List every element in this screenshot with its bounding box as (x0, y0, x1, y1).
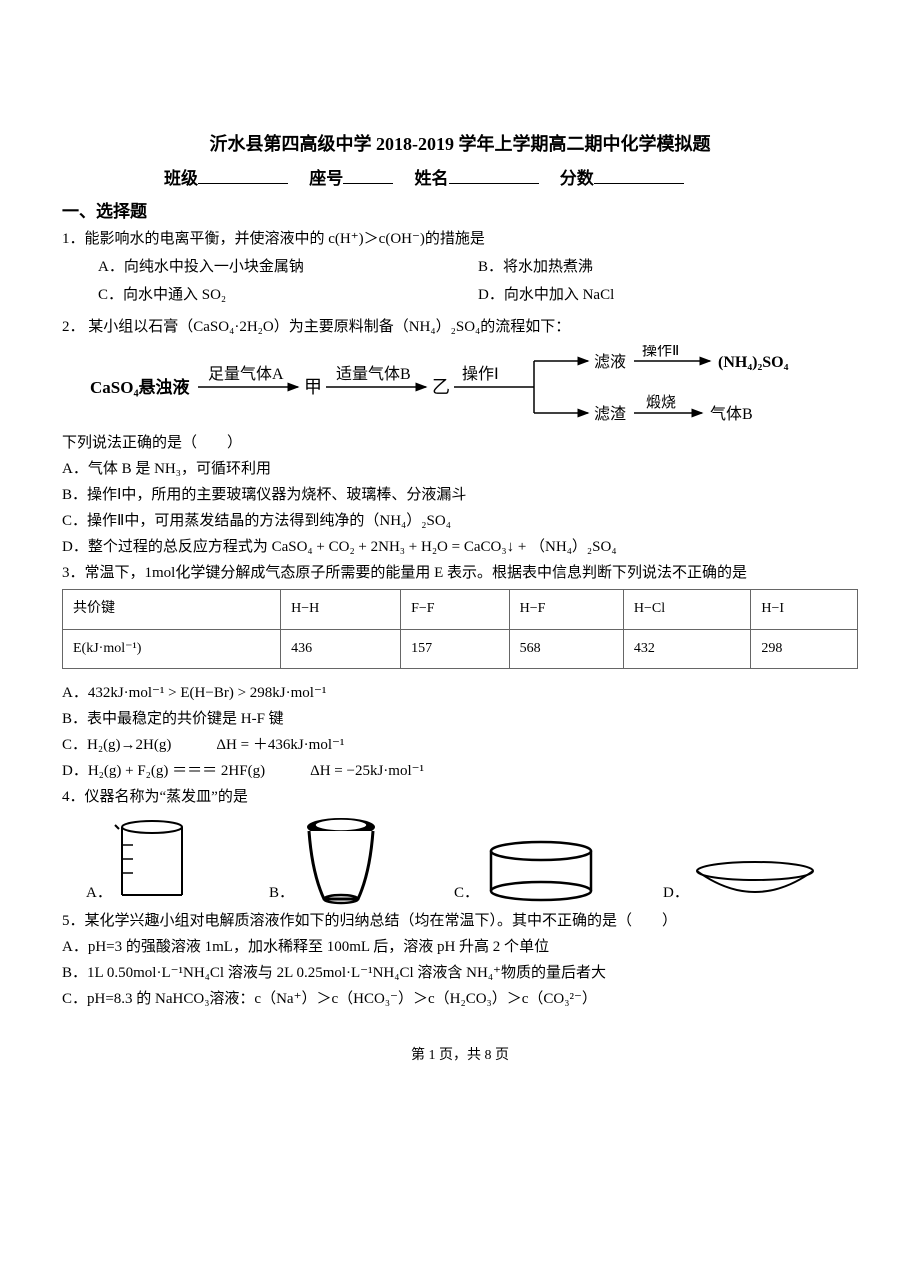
q1-opt-a: A．向纯水中投入一小块金属钠 (98, 253, 478, 281)
q4-num: 4． (62, 789, 85, 805)
page-footer: 第 1 页，共 8 页 (62, 1045, 858, 1067)
q5-opt-b: B．1L 0.50mol·L⁻¹NH₄Cl 溶液与 2L 0.25mol·L⁻¹… (62, 961, 858, 985)
q2-opt-c: C．操作Ⅱ中，可用蒸发结晶的方法得到纯净的（NH₄）₂SO₄ (62, 509, 858, 533)
q1-opt-d: D．向水中加入 NaCl (478, 281, 858, 309)
table-cell: 298 (751, 629, 858, 668)
table-row: E(kJ·mol⁻¹) 436 157 568 432 298 (63, 629, 858, 668)
question-4: 4．仪器名称为“蒸发皿”的是 (62, 785, 858, 809)
diagram-arrow1-label: 足量气体A (208, 365, 284, 383)
q3-table: 共价键 H−H F−F H−F H−Cl H−I E(kJ·mol⁻¹) 436… (62, 589, 858, 669)
score-label: 分数 (560, 169, 594, 188)
question-2: 2． 某小组以石膏（CaSO₄·2H₂O）为主要原料制备（NH₄）₂SO₄的流程… (62, 315, 858, 339)
diagram-bot-arrowlabel: 煅烧 (646, 394, 676, 411)
q2-sub: 下列说法正确的是（ ） (62, 431, 858, 455)
q3-opt-a: A．432kJ·mol⁻¹ > E(H−Br) > 298kJ·mol⁻¹ (62, 681, 858, 705)
diagram-top-arrowlabel: 操作Ⅱ (642, 345, 679, 359)
q4-opt-b-label: B． (269, 881, 296, 905)
table-cell: H−F (509, 590, 623, 629)
table-cell: H−Cl (623, 590, 751, 629)
seat-label: 座号 (309, 169, 343, 188)
beaker-icon (113, 817, 191, 905)
q4-opt-d-label: D． (663, 881, 690, 905)
diagram-op1: 操作Ⅰ (462, 365, 499, 383)
q3-opt-b: B．表中最稳定的共价键是 H-F 键 (62, 707, 858, 731)
q2-opt-d: D．整个过程的总反应方程式为 CaSO₄ + CO₂ + 2NH₃ + H₂O … (62, 535, 858, 559)
seat-blank (343, 168, 393, 184)
q4-options-row: A． B． C． (62, 813, 858, 905)
diagram-arrow2-label: 适量气体B (336, 365, 411, 383)
q1-opt-b: B．将水加热煮沸 (478, 253, 858, 281)
class-blank (198, 168, 288, 184)
table-cell: H−H (281, 590, 401, 629)
section-heading: 一、选择题 (62, 198, 858, 225)
q5-stem: 某化学兴趣小组对电解质溶液作如下的归纳总结（均在常温下）。其中不正确的是（ ） (85, 913, 678, 929)
q1-num: 1． (62, 231, 85, 247)
q4-opt-a-label: A． (86, 881, 113, 905)
diagram-top-a: 滤液 (594, 353, 626, 371)
evaporating-dish-icon (690, 859, 820, 905)
table-cell: 568 (509, 629, 623, 668)
diagram-start: CaSO₄悬浊液 (90, 377, 190, 397)
table-cell: 432 (623, 629, 751, 668)
q5-opt-a: A．pH=3 的强酸溶液 1mL，加水稀释至 100mL 后，溶液 pH 升高 … (62, 935, 858, 959)
name-label: 姓名 (415, 169, 449, 188)
diagram-bot-prod: 气体B (710, 405, 753, 423)
diagram-node2: 乙 (432, 377, 450, 397)
q3-opt-d: D．H₂(g) + F₂(g) ＝＝＝ 2HF(g) ΔH = −25kJ·mo… (62, 759, 858, 783)
diagram-top-prod: (NH₄)₂SO₄ (718, 354, 789, 371)
q2-stem: 某小组以石膏（CaSO₄·2H₂O）为主要原料制备（NH₄）₂SO₄的流程如下： (88, 319, 570, 335)
q1-stem: 能影响水的电离平衡，并使溶液中的 c(H⁺)＞c(OH⁻)的措施是 (85, 231, 485, 247)
question-5: 5．某化学兴趣小组对电解质溶液作如下的归纳总结（均在常温下）。其中不正确的是（ … (62, 909, 858, 933)
q5-opt-c: C．pH=8.3 的 NaHCO₃溶液：c（Na⁺）＞c（HCO₃⁻）＞c（H₂… (62, 987, 858, 1011)
class-label: 班级 (164, 169, 198, 188)
q2-flow-diagram: CaSO₄悬浊液 足量气体A 甲 适量气体B 乙 操作Ⅰ 滤液 操作Ⅱ (NH₄… (90, 345, 858, 425)
table-cell: H−I (751, 590, 858, 629)
q3-num: 3． (62, 565, 85, 581)
q1-opt-c: C．向水中通入 SO₂ (98, 281, 478, 309)
q2-opt-a: A．气体 B 是 NH₃，可循环利用 (62, 457, 858, 481)
question-3: 3．常温下，1mol化学键分解成气态原子所需要的能量用 E 表示。根据表中信息判… (62, 561, 858, 585)
q5-num: 5． (62, 913, 85, 929)
name-blank (449, 168, 539, 184)
q3-stem: 常温下，1mol化学键分解成气态原子所需要的能量用 E 表示。根据表中信息判断下… (85, 565, 748, 581)
page-title: 沂水县第四高级中学 2018-2019 学年上学期高二期中化学模拟题 (62, 130, 858, 159)
table-cell: E(kJ·mol⁻¹) (63, 629, 281, 668)
q2-num: 2． (62, 319, 85, 335)
table-cell: 157 (401, 629, 510, 668)
question-1: 1．能影响水的电离平衡，并使溶液中的 c(H⁺)＞c(OH⁻)的措施是 (62, 227, 858, 251)
q4-opt-c-label: C． (454, 881, 481, 905)
q3-opt-c: C．H₂(g)→2H(g) ΔH = ＋436kJ·mol⁻¹ (62, 733, 858, 757)
table-row: 共价键 H−H F−F H−F H−Cl H−I (63, 590, 858, 629)
table-cell: 436 (281, 629, 401, 668)
crucible-icon (296, 813, 386, 905)
score-blank (594, 168, 684, 184)
q4-stem: 仪器名称为“蒸发皿”的是 (85, 789, 248, 805)
table-cell: F−F (401, 590, 510, 629)
diagram-bot-a: 滤渣 (594, 405, 626, 423)
table-cell: 共价键 (63, 590, 281, 629)
student-info-line: 班级 座号 姓名 分数 (62, 165, 858, 192)
diagram-node1: 甲 (304, 377, 322, 397)
dish-cylinder-icon (481, 839, 601, 905)
q2-opt-b: B．操作Ⅰ中，所用的主要玻璃仪器为烧杯、玻璃棒、分液漏斗 (62, 483, 858, 507)
